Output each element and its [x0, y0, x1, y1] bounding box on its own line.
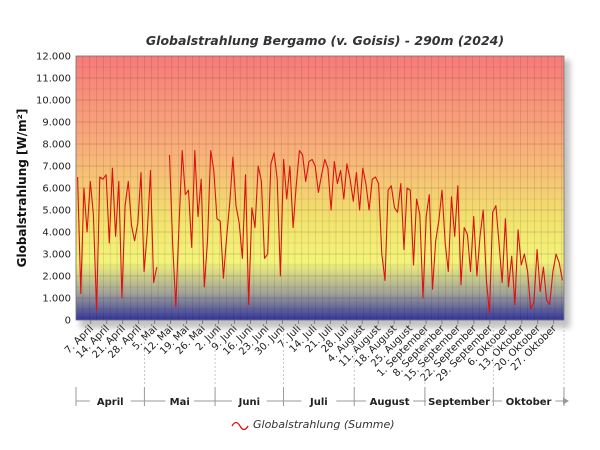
month-label-bg	[426, 394, 493, 407]
y-tick-label: 4.000	[42, 228, 71, 239]
y-tick-label: 3.000	[42, 250, 71, 261]
series-line	[77, 150, 563, 314]
y-tick-label: 2.000	[42, 272, 71, 283]
y-axis-label: Globalstrahlung [W/m²]	[15, 109, 29, 268]
month-label-bg	[89, 394, 131, 407]
y-tick-label: 9.000	[42, 118, 71, 129]
month-axis: April Mai Juni Juli August September Oktober	[75, 326, 569, 408]
month-label: Juni	[238, 397, 260, 408]
y-axis-ticks: 0 1.000 2.000 3.000 4.000 5.000 6.000 7.000 8.00…	[36, 52, 71, 327]
y-tick-label: 0	[65, 316, 71, 327]
plot-area	[76, 56, 564, 320]
series-group	[77, 150, 563, 314]
month-label-bg	[165, 394, 195, 407]
legend-swatch	[231, 421, 249, 431]
chart-title: Globalstrahlung Bergamo (v. Goisis) - 29…	[146, 33, 504, 48]
month-label-bg	[501, 394, 556, 407]
month-label: April	[97, 397, 124, 408]
y-tick-label: 6.000	[42, 184, 71, 195]
y-tick-label: 12.000	[36, 52, 71, 63]
month-label-bg	[231, 394, 267, 407]
y-tick-label: 1.000	[42, 294, 71, 305]
month-label: Oktober	[506, 397, 552, 408]
month-label: August	[370, 397, 410, 408]
legend-label: Globalstrahlung (Summe)	[253, 418, 395, 431]
month-label-bg	[365, 394, 414, 407]
y-tick-label: 5.000	[42, 206, 71, 217]
legend: Globalstrahlung (Summe)	[231, 418, 395, 431]
plot-frame	[75, 55, 565, 321]
y-tick-label: 10.000	[36, 96, 71, 107]
month-label: Juli	[309, 397, 328, 408]
month-label: Mai	[170, 397, 190, 408]
month-label: September	[428, 397, 490, 408]
y-tick-label: 11.000	[36, 74, 71, 85]
grid	[75, 55, 565, 321]
y-tick-label: 8.000	[42, 140, 71, 151]
y-tick-label: 7.000	[42, 162, 71, 173]
month-label-bg	[301, 394, 337, 407]
